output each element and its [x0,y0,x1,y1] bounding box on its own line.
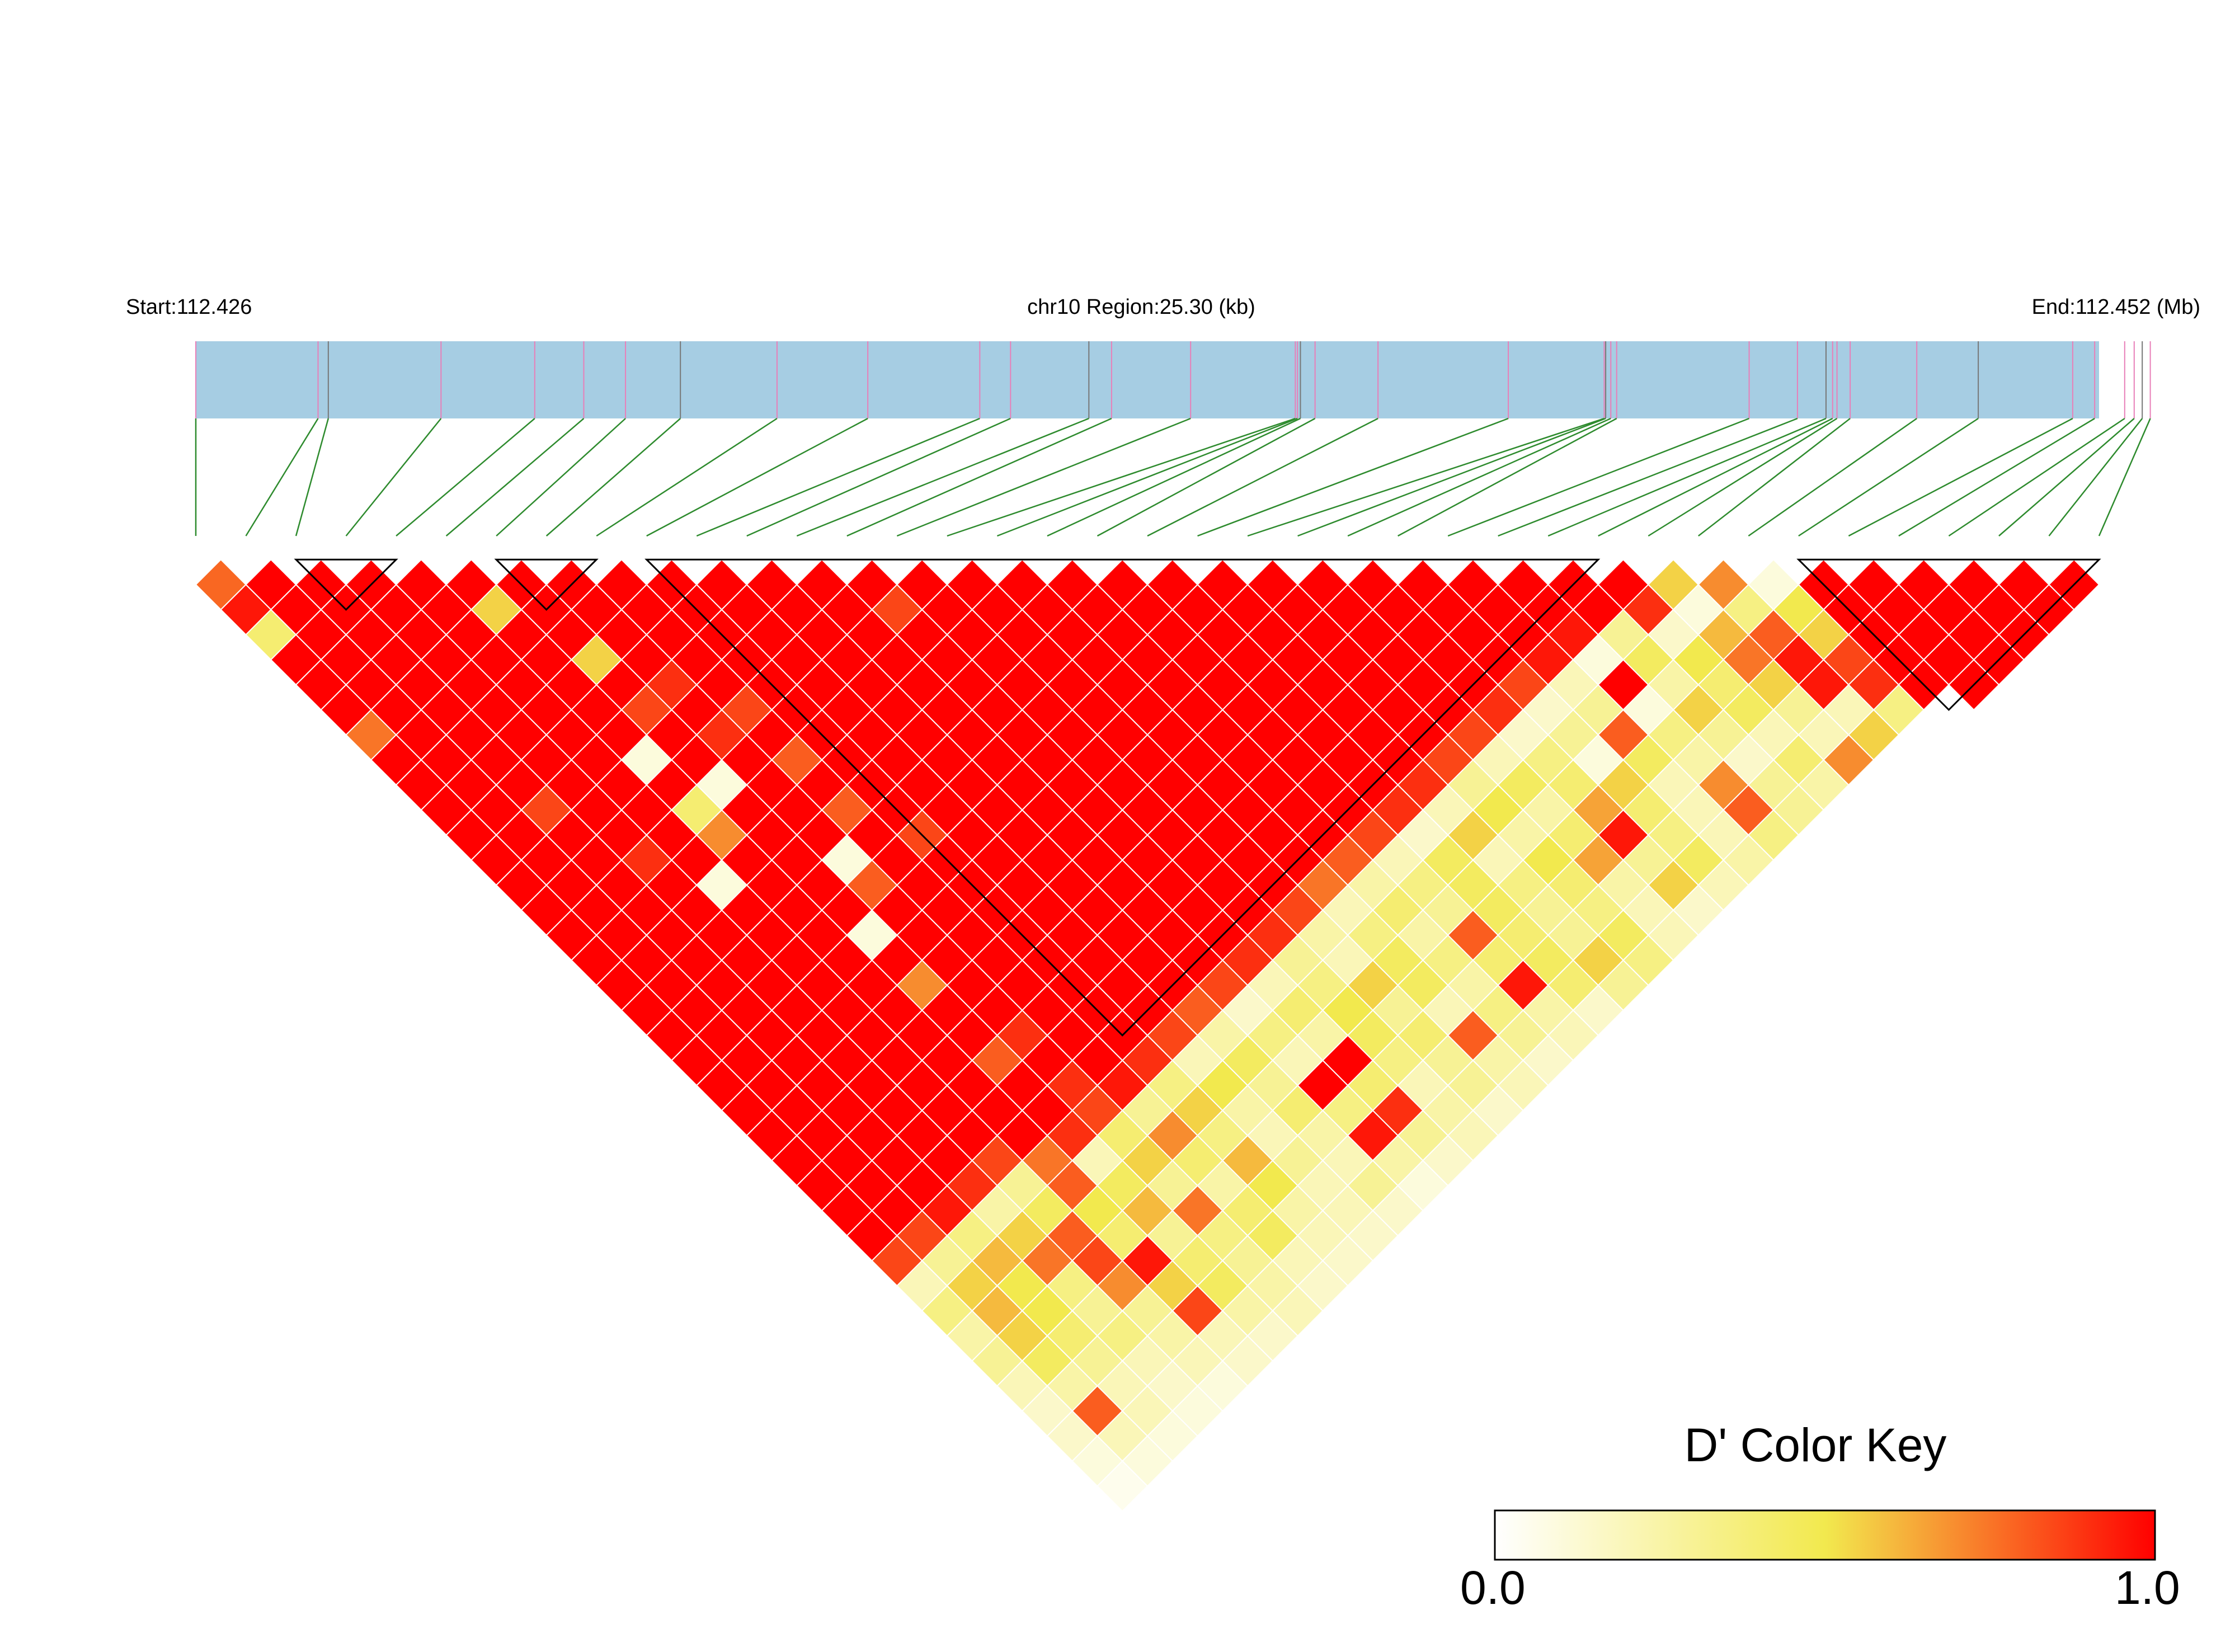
snp-connector-line [596,417,778,537]
snp-connector-lines [195,417,2151,537]
snp-connector-line [1848,417,2073,537]
snp-connector-line [1698,418,1851,536]
snp-connector-line [1998,418,2135,536]
snp-connector-line [1398,417,1617,537]
region-start-label: Start:112.426 [126,295,252,319]
snp-connector-line [396,418,535,536]
snp-connector-line [746,417,1011,537]
snp-connector-line [1648,417,1838,537]
snp-connector-line [947,417,1296,537]
snp-connector-line [996,417,1298,537]
snp-connector-line [1347,417,1611,537]
snp-connector-line [2098,418,2151,536]
color-key-title: D' Color Key [1684,1419,1947,1471]
ld-block-outline [294,558,398,611]
snp-connector-line [496,418,626,536]
ld-block-outline [1796,558,2101,711]
snp-connector-line [1097,417,1316,537]
snp-connector-line [1147,417,1378,537]
ld-block-outline [644,558,1601,1037]
color-key [1494,1509,2156,1561]
ld-block-outlines [294,558,2101,1037]
snp-connector-line [1297,417,1606,537]
snp-connector-line [1547,417,1827,537]
snp-connector-line [1598,417,1833,537]
ld-heatmap [195,558,2100,1512]
color-key-max-label: 1.0 [2115,1561,2180,1614]
snp-connector-line [445,418,585,536]
snp-connector-line [2048,418,2143,536]
snp-connector-line [796,417,1089,537]
ld-cell [1097,1460,1149,1512]
region-title: chr10 Region:25.30 (kb) [1027,295,1255,319]
snp-connector-line [545,418,681,536]
position-track-bar [196,341,2099,418]
snp-connector-line [896,417,1191,537]
snp-connector-line [1748,417,1917,537]
snp-connector-line [1948,417,2125,537]
color-key-min-label: 0.0 [1460,1561,1526,1614]
ld-block-outline [494,558,599,611]
snp-connector-line [646,417,868,537]
snp-position-track [195,341,2151,418]
snp-connector-line [1498,417,1798,537]
region-end-label: End:112.452 (Mb) [2031,295,2200,319]
snp-connector-line [245,418,319,536]
snp-connector-line [295,418,330,536]
snp-connector-line [696,417,980,537]
snp-connector-line [345,418,442,536]
snp-connector-line [1197,417,1509,537]
snp-connector-line [846,417,1112,537]
snp-connector-line [1798,417,1979,537]
snp-connector-line [1447,417,1750,537]
snp-connector-line [1047,417,1301,537]
color-key-gradient-bar [1494,1509,2156,1561]
snp-connector-line [1247,417,1605,537]
snp-connector-line [1898,417,2095,537]
